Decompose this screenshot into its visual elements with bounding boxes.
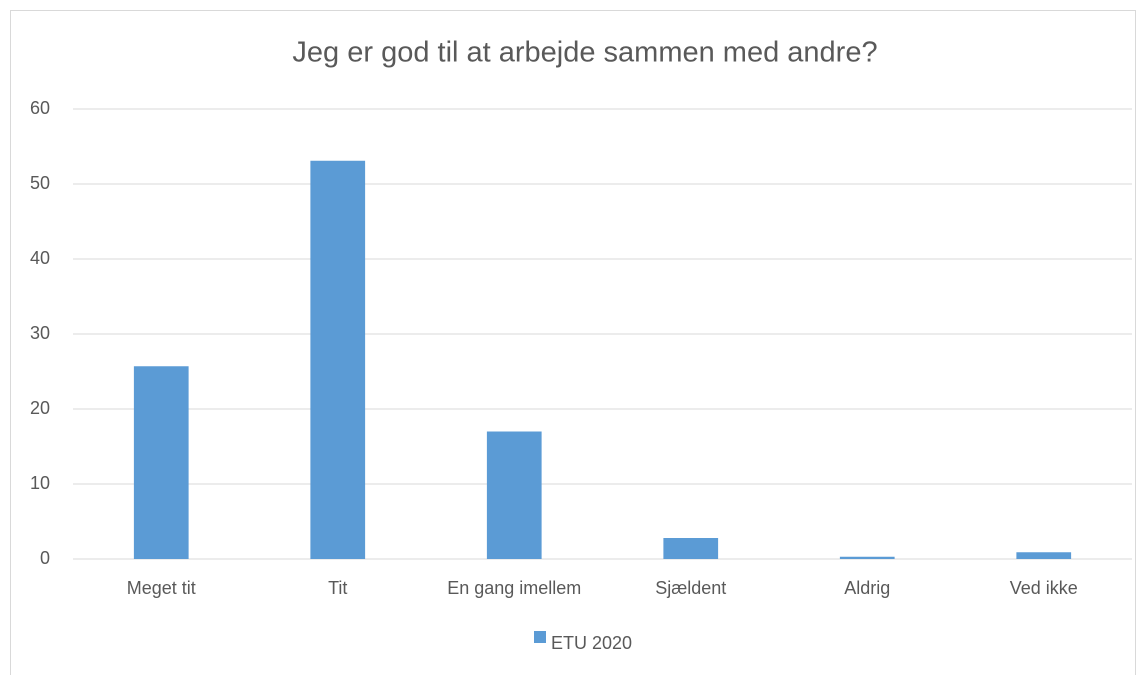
x-tick-label: Meget tit <box>127 578 196 598</box>
bar <box>839 556 895 559</box>
x-tick-label: Tit <box>328 578 347 598</box>
x-tick-label: Aldrig <box>844 578 890 598</box>
y-tick-label: 50 <box>30 173 50 193</box>
y-tick-label: 40 <box>30 248 50 268</box>
chart-title: Jeg er god til at arbejde sammen med and… <box>292 37 877 69</box>
legend-label: ETU 2020 <box>551 633 632 653</box>
legend-swatch <box>534 631 546 643</box>
bar <box>310 160 366 559</box>
y-tick-label: 30 <box>30 323 50 343</box>
y-tick-label: 10 <box>30 473 50 493</box>
bar <box>1016 552 1072 559</box>
chart-frame <box>10 10 1136 675</box>
bar <box>133 366 189 559</box>
y-tick-label: 0 <box>40 548 50 568</box>
y-tick-label: 20 <box>30 398 50 418</box>
bar <box>663 538 719 559</box>
y-tick-label: 60 <box>30 98 50 118</box>
x-tick-label: Sjældent <box>655 578 726 598</box>
bar <box>486 431 542 559</box>
x-tick-label: Ved ikke <box>1010 578 1078 598</box>
x-tick-label: En gang imellem <box>447 578 581 598</box>
